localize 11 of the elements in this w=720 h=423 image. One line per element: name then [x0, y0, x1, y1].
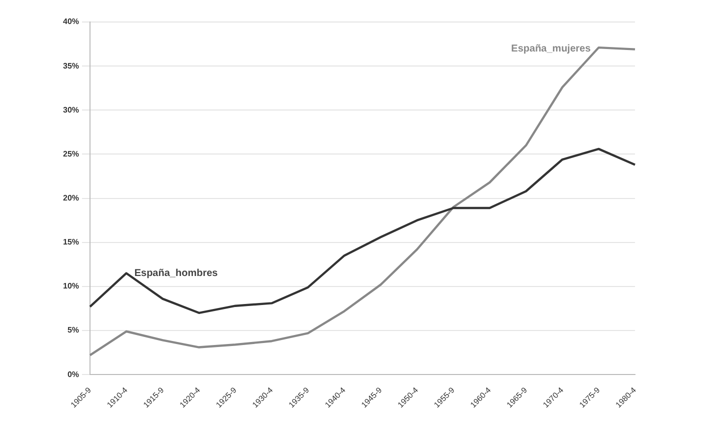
y-tick-label: 20% [62, 194, 80, 202]
y-tick-label: 40% [62, 17, 80, 26]
y-tick-label: 35% [62, 61, 80, 70]
annotation: España_hombres [134, 268, 218, 279]
y-tick-label: 25% [62, 149, 80, 158]
y-tick-label: 15% [62, 238, 80, 247]
annotation: España_mujeres [511, 43, 592, 54]
y-tick-label: 30% [62, 105, 80, 114]
y-tick-label: 0% [67, 370, 80, 379]
y-tick-label: 5% [67, 326, 80, 335]
y-tick-label: 10% [62, 282, 80, 291]
